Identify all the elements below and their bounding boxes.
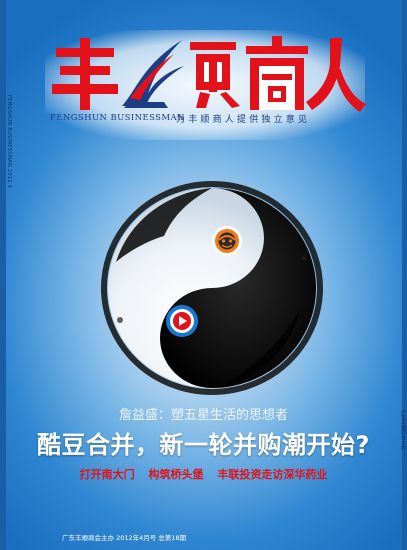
play-button-icon [166, 305, 198, 337]
cover-headline: 酷豆合并，新一轮并购潮开始? [37, 431, 370, 459]
left-spine-text: FENGSHUN BUSINESSMAN 2012.4 [6, 95, 12, 189]
taiji-illustration [101, 181, 323, 395]
cover-sub-headline: 詹益盛：塑五星生活的思想者 [118, 408, 288, 423]
subhead-item: 构筑桥头堡 [148, 468, 204, 481]
left-spine-strip [0, 0, 6, 550]
subhead-item: 打开南大门 [79, 468, 135, 481]
masthead-english-name: FENGSHUN BUSINESSMAN [50, 113, 185, 123]
cover-subheads: 打开南大门 构筑桥头堡 丰联投资走访深华药业 [0, 466, 407, 484]
masthead-tagline: 为丰顺商人提供独立意见 [176, 115, 311, 125]
right-spine-strip [402, 0, 407, 550]
cartoon-face-icon [212, 226, 242, 256]
subhead-item: 丰联投资走访深华药业 [217, 468, 328, 481]
issue-footer: 广东丰顺商会主办 2012年4月号 总第18期 [62, 534, 187, 542]
masthead-logo [52, 36, 366, 112]
right-spine-text: 广东丰顺商会主办 [400, 410, 406, 450]
